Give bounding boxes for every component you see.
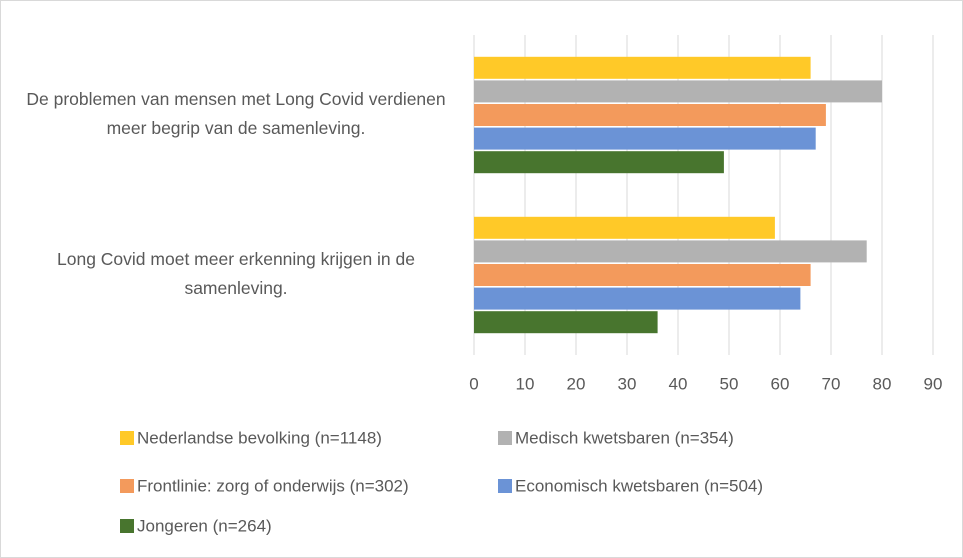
bar [474,287,801,310]
x-tick-label: 90 [924,374,943,393]
bar [474,216,775,239]
x-tick-label: 30 [618,374,637,393]
bar [474,264,811,286]
x-tick-label: 70 [822,374,841,393]
legend-swatch [498,479,512,493]
x-tick-label: 20 [567,374,586,393]
bar [474,151,724,174]
legend-label: Nederlandse bevolking (n=1148) [137,428,382,447]
legend-swatch [120,431,134,445]
x-tick-label: 80 [873,374,892,393]
bar [474,56,811,79]
x-tick-label: 0 [469,374,478,393]
legend-label: Economisch kwetsbaren (n=504) [515,476,763,495]
bar [474,127,816,150]
legend-label: Medisch kwetsbaren (n=354) [515,428,734,447]
category-label: Long Covid moet meer erkenning krijgen i… [57,249,415,298]
bar [474,311,658,334]
bar [474,240,867,263]
legend-swatch [120,519,134,533]
x-tick-label: 60 [771,374,790,393]
x-tick-label: 40 [669,374,688,393]
bar [474,104,826,126]
legend-label: Jongeren (n=264) [137,516,272,535]
bar [474,80,882,103]
legend-swatch [120,479,134,493]
legend-label: Frontlinie: zorg of onderwijs (n=302) [137,476,409,495]
legend-swatch [498,431,512,445]
category-label: De problemen van mensen met Long Covid v… [26,89,446,138]
x-tick-label: 10 [516,374,535,393]
x-tick-label: 50 [720,374,739,393]
